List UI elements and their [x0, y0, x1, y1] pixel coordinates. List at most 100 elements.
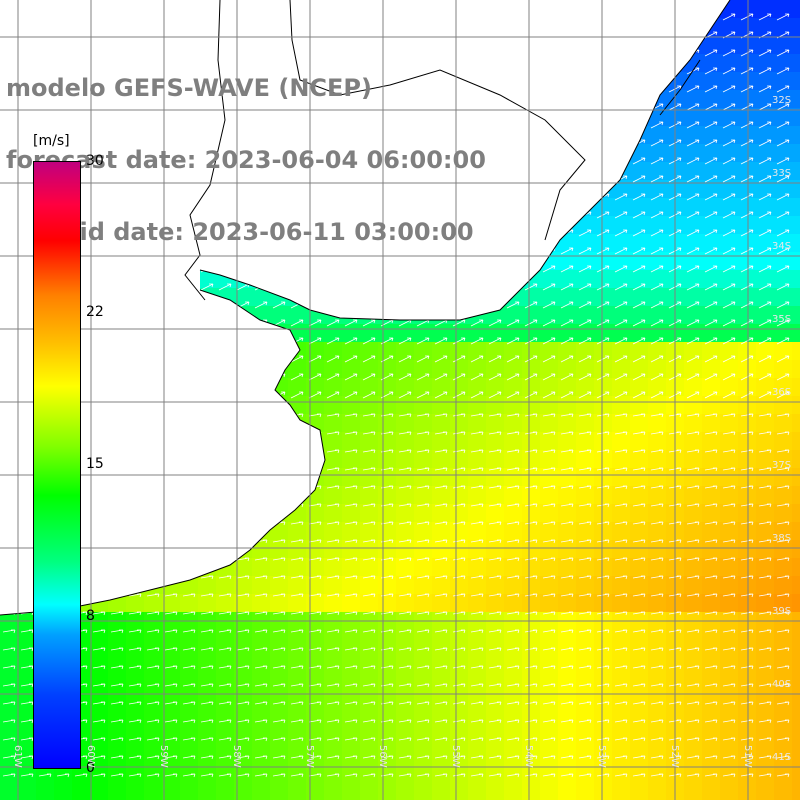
field-cell — [396, 630, 414, 648]
field-cell — [396, 414, 414, 432]
field-cell — [360, 450, 378, 468]
field-cell — [540, 396, 558, 414]
field-cell — [450, 684, 468, 702]
field-cell — [594, 432, 612, 450]
field-cell — [486, 774, 504, 792]
field-cell — [414, 324, 432, 342]
field-cell — [612, 792, 630, 800]
field-cell — [360, 666, 378, 684]
field-cell — [342, 432, 360, 450]
field-cell — [702, 648, 720, 666]
field-cell — [684, 792, 702, 800]
field-cell — [612, 594, 630, 612]
field-cell — [792, 0, 800, 18]
field-cell — [324, 378, 342, 396]
field-cell — [504, 486, 522, 504]
field-cell — [378, 522, 396, 540]
field-cell — [324, 684, 342, 702]
field-cell — [54, 792, 72, 800]
colorbar-tick-15: 15 — [86, 456, 104, 472]
field-cell — [792, 648, 800, 666]
field-cell — [648, 792, 666, 800]
field-cell — [234, 756, 252, 774]
field-cell — [360, 558, 378, 576]
field-cell — [702, 306, 720, 324]
field-cell — [522, 540, 540, 558]
field-cell — [270, 594, 288, 612]
field-cell — [576, 648, 594, 666]
field-cell — [684, 198, 702, 216]
field-cell — [198, 720, 216, 738]
field-cell — [324, 522, 342, 540]
field-cell — [720, 594, 738, 612]
field-cell — [306, 792, 324, 800]
field-cell — [486, 594, 504, 612]
field-cell — [738, 324, 756, 342]
field-cell — [720, 630, 738, 648]
field-cell — [774, 108, 792, 126]
field-cell — [504, 702, 522, 720]
field-cell — [702, 666, 720, 684]
field-cell — [738, 0, 756, 18]
field-cell — [504, 522, 522, 540]
field-cell — [324, 486, 342, 504]
field-cell — [792, 144, 800, 162]
field-cell — [702, 594, 720, 612]
wind-arrow — [740, 229, 754, 237]
wind-arrow — [722, 193, 736, 201]
field-cell — [648, 126, 666, 144]
lon-label: 57W — [304, 745, 315, 768]
field-cell — [558, 666, 576, 684]
field-cell — [774, 54, 792, 72]
field-cell — [540, 540, 558, 558]
field-cell — [720, 738, 738, 756]
field-cell — [576, 234, 594, 252]
colorbar — [33, 161, 81, 769]
field-cell — [36, 792, 54, 800]
field-cell — [468, 378, 486, 396]
lat-label: 33S — [772, 168, 792, 179]
field-cell — [432, 378, 450, 396]
field-cell — [702, 324, 720, 342]
field-cell — [144, 720, 162, 738]
field-cell — [144, 774, 162, 792]
field-cell — [648, 594, 666, 612]
field-cell — [270, 702, 288, 720]
field-cell — [774, 216, 792, 234]
field-cell — [108, 630, 126, 648]
field-cell — [720, 684, 738, 702]
field-cell — [756, 162, 774, 180]
field-cell — [270, 306, 288, 324]
field-cell — [288, 360, 306, 378]
wind-arrow — [776, 157, 790, 165]
field-cell — [504, 396, 522, 414]
field-cell — [144, 666, 162, 684]
field-cell — [756, 342, 774, 360]
field-cell — [774, 270, 792, 288]
field-cell — [774, 396, 792, 414]
field-cell — [342, 396, 360, 414]
field-cell — [756, 378, 774, 396]
field-cell — [396, 702, 414, 720]
colorbar-tick-8: 8 — [86, 608, 95, 624]
field-cell — [630, 180, 648, 198]
field-cell — [540, 756, 558, 774]
field-cell — [360, 432, 378, 450]
field-cell — [774, 666, 792, 684]
field-cell — [180, 666, 198, 684]
field-cell — [576, 594, 594, 612]
field-cell — [324, 648, 342, 666]
field-cell — [126, 738, 144, 756]
field-cell — [378, 468, 396, 486]
field-cell — [558, 378, 576, 396]
field-cell — [324, 720, 342, 738]
field-cell — [648, 342, 666, 360]
field-cell — [792, 450, 800, 468]
wind-arrow — [722, 211, 736, 219]
field-cell — [648, 306, 666, 324]
field-cell — [774, 540, 792, 558]
field-cell — [72, 792, 90, 800]
field-cell — [684, 252, 702, 270]
field-cell — [450, 648, 468, 666]
field-cell — [252, 684, 270, 702]
